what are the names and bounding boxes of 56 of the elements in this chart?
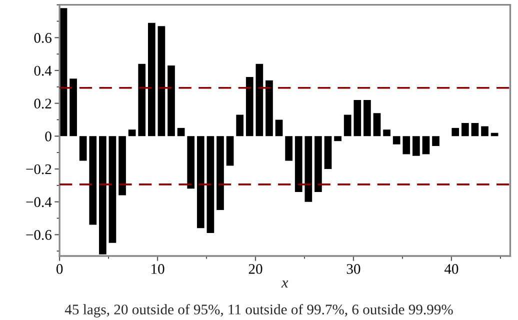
bar bbox=[392, 136, 400, 144]
x-tick-label: 20 bbox=[248, 264, 262, 274]
bar bbox=[236, 114, 244, 136]
y-tick-label: 0 bbox=[45, 132, 52, 142]
x-axis-title: x bbox=[281, 280, 288, 288]
y-tick-label: −0.6 bbox=[26, 230, 52, 240]
bar bbox=[461, 123, 469, 136]
bar bbox=[256, 64, 264, 136]
bar bbox=[432, 136, 440, 146]
bar bbox=[128, 130, 136, 136]
x-tick-label: 40 bbox=[444, 264, 458, 274]
bar bbox=[324, 136, 332, 169]
bar bbox=[216, 136, 224, 210]
bar bbox=[138, 64, 146, 136]
bar bbox=[285, 136, 292, 161]
bar bbox=[412, 136, 420, 156]
text: 45 lags, 20 outside of 95%, 11 outside of 99.7%, 6 outside 99.99% bbox=[64, 304, 453, 318]
bar bbox=[168, 66, 175, 136]
bar bbox=[158, 26, 166, 136]
y-tick-label: 0.2 bbox=[34, 98, 52, 109]
bar bbox=[108, 136, 116, 243]
bar bbox=[187, 136, 195, 189]
bar bbox=[294, 136, 302, 192]
y-tick-label: −0.2 bbox=[26, 164, 52, 174]
bar bbox=[246, 77, 254, 136]
bar bbox=[275, 120, 283, 136]
bar bbox=[148, 22, 156, 136]
bar bbox=[304, 136, 312, 202]
x-tick-label: 30 bbox=[346, 264, 360, 274]
bar bbox=[344, 114, 352, 136]
bar bbox=[383, 130, 390, 136]
bar bbox=[196, 136, 204, 228]
y-tick-label: 0.4 bbox=[34, 66, 52, 76]
bar bbox=[89, 136, 97, 225]
y-tick-label: 0.6 bbox=[34, 33, 52, 43]
bar bbox=[177, 128, 185, 136]
y-tick-label: −0.4 bbox=[26, 197, 52, 208]
bar bbox=[364, 100, 371, 136]
bar bbox=[334, 136, 342, 142]
bar bbox=[373, 113, 381, 136]
x-tick-label: 0 bbox=[56, 264, 63, 274]
bar bbox=[266, 80, 273, 136]
bar bbox=[471, 123, 479, 136]
bar bbox=[118, 136, 126, 196]
bar bbox=[452, 128, 460, 136]
bar bbox=[79, 136, 87, 161]
bar bbox=[354, 100, 362, 136]
bar bbox=[481, 126, 488, 136]
bar bbox=[206, 136, 214, 234]
bar bbox=[99, 136, 106, 254]
bar bbox=[422, 136, 430, 154]
bar bbox=[70, 78, 77, 136]
bar bbox=[226, 136, 234, 166]
bar bbox=[402, 136, 410, 154]
x-tick-label: 10 bbox=[152, 264, 164, 274]
bar bbox=[314, 136, 322, 192]
